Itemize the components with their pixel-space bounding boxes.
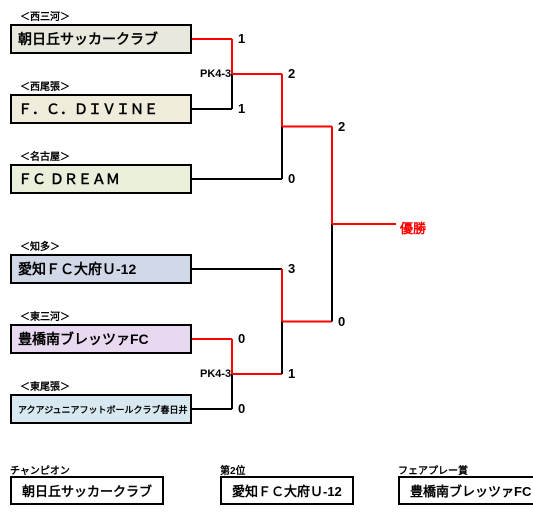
region-label: ＜知多＞ (20, 238, 60, 253)
pk-score: PK4-3 (200, 68, 231, 80)
award-label: フェアプレー賞 (398, 462, 468, 477)
team-box: Ｆ．Ｃ．ＤＩＶＩＮＥ (10, 94, 192, 124)
team-box: アクアジュニアフットボールクラブ春日井 (10, 394, 192, 424)
award-label: 第2位 (220, 462, 246, 477)
score: 1 (238, 101, 245, 116)
score: 1 (238, 31, 245, 46)
region-label: ＜西尾張＞ (20, 78, 70, 93)
team-box: 愛知ＦＣ大府Ｕ-12 (10, 254, 192, 284)
score: 2 (288, 66, 295, 81)
award-box: 豊橋南ブレッツァFC (398, 476, 533, 505)
team-box: 朝日丘サッカークラブ (10, 24, 192, 54)
score: 0 (238, 401, 245, 416)
score: 1 (288, 366, 295, 381)
champion-label: 優勝 (400, 218, 426, 237)
score: 2 (338, 119, 345, 134)
score: 0 (288, 171, 295, 186)
region-label: ＜西三河＞ (20, 8, 70, 23)
score: 3 (288, 261, 295, 276)
team-box: ＦＣ ＤＲＥＡＭ (10, 164, 192, 194)
score: 0 (338, 314, 345, 329)
award-label: チャンピオン (10, 462, 70, 477)
award-box: 愛知ＦＣ大府Ｕ-12 (220, 476, 354, 505)
award-box: 朝日丘サッカークラブ (10, 476, 164, 505)
score: 0 (238, 331, 245, 346)
pk-score: PK4-3 (200, 368, 231, 380)
region-label: ＜東尾張＞ (20, 378, 70, 393)
region-label: ＜東三河＞ (20, 308, 70, 323)
team-box: 豊橋南ブレッツァFC (10, 324, 192, 354)
region-label: ＜名古屋＞ (20, 148, 70, 163)
